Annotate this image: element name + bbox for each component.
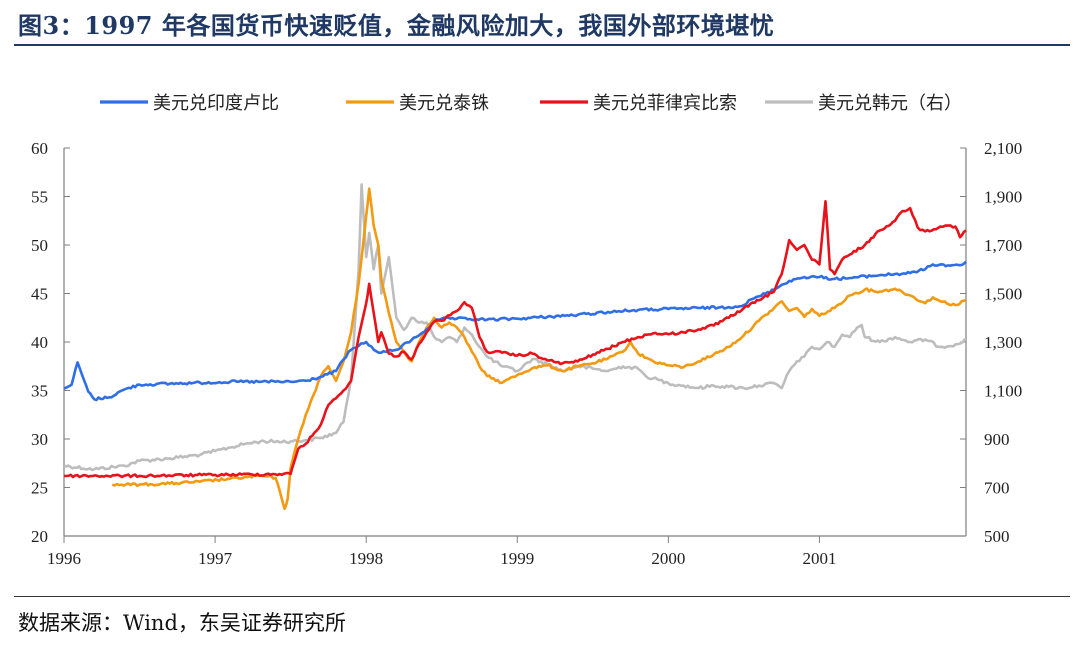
x-tick-label: 1999: [500, 549, 534, 568]
right-tick-label: 700: [984, 479, 1010, 498]
left-tick-label: 30: [31, 430, 48, 449]
line-chart: 美元兑印度卢比 美元兑泰铢 美元兑菲律宾比索 美元兑韩元（右） 20 25 30 35 40 4…: [31, 93, 1022, 568]
left-tick-label: 45: [31, 285, 48, 304]
series-lines: [63, 183, 967, 511]
series-line: [111, 187, 967, 511]
source-divider: [14, 596, 1070, 597]
left-tick-label: 40: [31, 333, 48, 352]
axes: 20 25 30 35 40 45 50 55 60 500 700 900 1,100 1,300 1,5…: [31, 139, 1022, 568]
left-tick-label: 60: [31, 139, 48, 158]
left-tick-label: 50: [31, 236, 48, 255]
left-tick-label: 20: [31, 527, 48, 546]
data-source: 数据来源：Wind，东吴证券研究所: [18, 611, 346, 635]
right-tick-label: 1,500: [984, 285, 1022, 304]
right-tick-label: 1,700: [984, 236, 1022, 255]
right-tick-label: 900: [984, 430, 1010, 449]
x-tick-label: 1997: [198, 549, 233, 568]
legend-label: 美元兑印度卢比: [153, 93, 279, 114]
legend-label: 美元兑菲律宾比索: [593, 93, 737, 114]
legend-label: 美元兑韩元（右）: [818, 93, 962, 114]
x-tick-label: 1998: [349, 549, 383, 568]
left-tick-label: 25: [31, 479, 48, 498]
right-tick-label: 1,300: [984, 333, 1022, 352]
left-tick-label: 35: [31, 382, 48, 401]
right-tick-label: 1,100: [984, 382, 1022, 401]
series-line: [63, 260, 967, 402]
right-tick-label: 1,900: [984, 188, 1022, 207]
chart-title: 图3：1997 年各国货币快速贬值，金融风险加大，我国外部环境堪忧: [18, 11, 775, 40]
left-tick-label: 55: [31, 188, 48, 207]
series-line: [63, 200, 967, 479]
legend: 美元兑印度卢比 美元兑泰铢 美元兑菲律宾比索 美元兑韩元（右）: [100, 93, 962, 114]
series-line: [63, 183, 966, 472]
x-tick-label: 2000: [651, 549, 685, 568]
x-tick-label: 2001: [802, 549, 836, 568]
x-tick-label: 1996: [47, 549, 81, 568]
title-divider: [14, 44, 1070, 46]
right-tick-label: 500: [984, 527, 1010, 546]
legend-label: 美元兑泰铢: [399, 93, 489, 114]
right-tick-label: 2,100: [984, 139, 1022, 158]
